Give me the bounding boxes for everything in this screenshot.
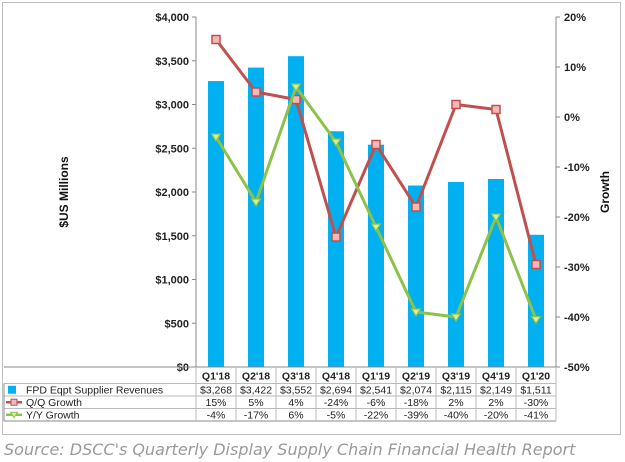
category-label: Q2'18 (242, 371, 270, 383)
right-tick-label: 10% (564, 62, 586, 74)
table-value: 2% (448, 397, 463, 409)
category-label: Q1'19 (362, 371, 390, 383)
left-tick-label: $2,000 (155, 187, 189, 199)
qq-growth-marker (531, 259, 541, 270)
table-value: 5% (248, 397, 263, 409)
table-value: 2% (488, 397, 503, 409)
right-tick-label: -10% (564, 162, 590, 174)
table-value: $3,552 (280, 385, 312, 397)
right-tick-label: -40% (564, 312, 590, 324)
table-value: -22% (364, 410, 389, 422)
right-axis-title: Growth (598, 171, 612, 213)
legend-key-revenue (8, 385, 16, 394)
left-tick-label: $3,000 (155, 100, 189, 112)
right-tick-label: 20% (564, 12, 586, 24)
table-value: 4% (288, 397, 303, 409)
qq-growth-marker (491, 104, 501, 115)
table-value: $2,074 (400, 385, 432, 397)
right-tick-label: -20% (564, 212, 590, 224)
category-label: Q3'19 (442, 371, 470, 383)
series-name: Q/Q Growth (26, 397, 82, 409)
table-value: $1,511 (520, 385, 551, 397)
source-caption: Source: DSCC's Quarterly Display Supply … (4, 440, 576, 459)
left-tick-label: $500 (165, 318, 189, 330)
qq-growth-marker (331, 232, 341, 242)
qq-growth-marker (451, 99, 461, 110)
category-label: Q4'18 (322, 371, 350, 383)
chart-frame (2, 2, 621, 435)
table-value: -40% (444, 410, 469, 422)
yy-growth-marker (450, 313, 462, 323)
left-tick-label: $1,000 (155, 275, 189, 287)
left-tick-label: $4,000 (155, 12, 189, 24)
table-value: 15% (205, 397, 226, 409)
category-label: Q3'18 (282, 371, 310, 383)
table-value: $3,422 (240, 385, 272, 397)
table-value: 6% (288, 410, 303, 422)
yy-growth-marker (490, 213, 502, 223)
table-value: -17% (244, 410, 269, 422)
yy-growth-marker (290, 83, 302, 93)
left-tick-label: $1,500 (155, 231, 189, 243)
yy-growth-marker (250, 198, 262, 208)
table-value: $2,694 (320, 385, 352, 397)
qq-growth-marker (251, 87, 261, 97)
revenue-bar (248, 67, 264, 367)
combo-chart: $0 $500 $1,000 $1,500 $2,000 $2,500 $3,000 $3,5… (3, 12, 612, 422)
yy-growth-marker (410, 308, 422, 318)
right-tick-label: 0% (564, 112, 580, 124)
revenue-bar (488, 178, 504, 367)
table-value: -20% (484, 410, 509, 422)
revenue-bar (328, 131, 344, 367)
qq-growth-marker (411, 202, 421, 212)
table-value: -41% (524, 410, 549, 422)
yy-growth-marker (370, 223, 382, 233)
table-value: -24% (324, 397, 349, 409)
table-value: -39% (404, 410, 429, 422)
table-value: $2,115 (440, 385, 471, 397)
revenue-bar (368, 144, 384, 367)
qq-growth-marker (211, 34, 221, 45)
table-value: -18% (404, 397, 429, 409)
category-label: Q4'19 (482, 371, 510, 383)
left-axis-title: $US Millions (57, 156, 71, 228)
table-value: -5% (327, 410, 346, 422)
revenue-bar (448, 181, 464, 367)
qq-growth-marker (371, 139, 381, 150)
table-value: $2,149 (480, 385, 512, 397)
right-tick-label: -30% (564, 262, 590, 274)
table-value: -30% (524, 397, 549, 409)
revenue-bar (208, 81, 224, 368)
left-tick-label: $2,500 (155, 143, 189, 155)
right-tick-label: -50% (564, 362, 590, 374)
category-label: Q1'20 (522, 371, 550, 383)
left-tick-label: $3,500 (155, 56, 189, 68)
yy-growth-marker (330, 138, 342, 148)
category-label: Q1'18 (202, 371, 230, 383)
table-value: $2,541 (360, 385, 392, 397)
series-name: FPD Eqpt Supplier Revenues (26, 385, 163, 397)
table-value: -4% (207, 410, 226, 422)
table-value: $3,268 (200, 385, 232, 397)
table-value: -6% (367, 397, 386, 409)
legend-key-qq-marker (10, 398, 18, 406)
series-name: Y/Y Growth (26, 410, 80, 422)
revenue-bar (408, 185, 424, 367)
yy-growth-marker (210, 133, 222, 143)
legend-key-yy-marker (9, 411, 19, 419)
revenue-bar (528, 234, 544, 367)
revenue-bar (288, 56, 304, 367)
yy-growth-marker (530, 315, 542, 325)
left-tick-label: $0 (177, 362, 189, 374)
category-label: Q2'19 (402, 371, 430, 383)
